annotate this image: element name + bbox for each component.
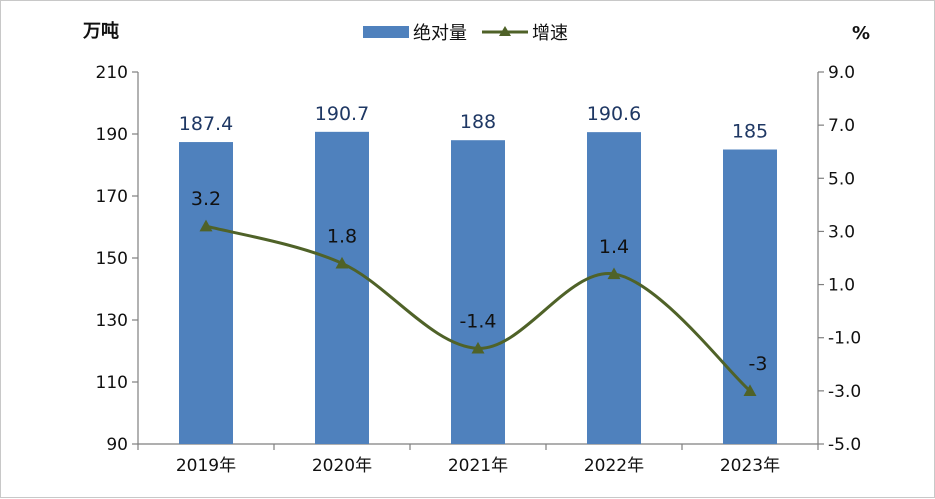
x-tick-label: 2020年 <box>312 456 372 476</box>
bar-value-label: 185 <box>732 121 768 143</box>
bar-value-label: 187.4 <box>179 113 233 135</box>
legend-bar-swatch <box>363 26 409 38</box>
growth-value-label: 3.2 <box>191 188 221 210</box>
right-axis-unit: % <box>852 23 870 44</box>
left-tick-label: 130 <box>96 311 128 331</box>
left-axis-unit: 万吨 <box>82 20 119 42</box>
axes: 90 110 130 150 170 190 210 -5.0 -3.0 -1.0 1.0 3.0 5.… <box>96 63 862 476</box>
legend-triangle-marker <box>499 26 511 36</box>
bar-value-label: 190.7 <box>315 103 369 125</box>
legend-line-label: 增速 <box>532 23 568 44</box>
x-tick-label: 2022年 <box>584 456 644 476</box>
growth-point <box>743 384 757 397</box>
growth-value-label: 1.4 <box>599 236 629 258</box>
data-labels: 187.4 190.7 188 190.6 185 3.2 1.8 -1.4 1.4 -3 <box>179 103 768 375</box>
bars <box>179 131 777 444</box>
x-tick-label: 2023年 <box>720 456 780 476</box>
growth-point <box>335 256 349 269</box>
bar-value-label: 190.6 <box>587 103 641 125</box>
right-tick-label: -1.0 <box>828 329 861 349</box>
right-tick-label: -3.0 <box>828 382 861 402</box>
x-tick-label: 2021年 <box>448 456 508 476</box>
left-tick-label: 170 <box>96 187 128 207</box>
bar-value-label: 188 <box>460 111 496 133</box>
bar <box>723 149 777 444</box>
growth-point <box>471 341 485 354</box>
bar <box>451 140 505 444</box>
growth-value-label: -1.4 <box>459 310 496 332</box>
legend-bar-label: 绝对量 <box>413 23 467 44</box>
left-tick-label: 110 <box>96 373 128 393</box>
right-tick-label: -5.0 <box>828 435 861 455</box>
right-tick-label: 1.0 <box>828 276 855 296</box>
bar <box>179 142 233 444</box>
left-tick-label: 90 <box>106 435 128 455</box>
right-tick-label: 3.0 <box>828 222 855 242</box>
right-tick-label: 9.0 <box>828 63 855 83</box>
growth-value-label: 1.8 <box>327 225 357 247</box>
growth-line <box>199 219 757 397</box>
bar <box>587 132 641 444</box>
right-tick-label: 5.0 <box>828 169 855 189</box>
left-tick-label: 150 <box>96 249 128 269</box>
bar <box>315 131 369 444</box>
right-tick-label: 7.0 <box>828 116 855 136</box>
growth-point <box>607 267 621 280</box>
growth-value-label: -3 <box>749 353 768 375</box>
growth-point <box>199 219 213 232</box>
legend: 绝对量 增速 <box>363 23 568 44</box>
left-tick-label: 210 <box>96 63 128 83</box>
left-tick-label: 190 <box>96 125 128 145</box>
x-tick-label: 2019年 <box>176 456 236 476</box>
